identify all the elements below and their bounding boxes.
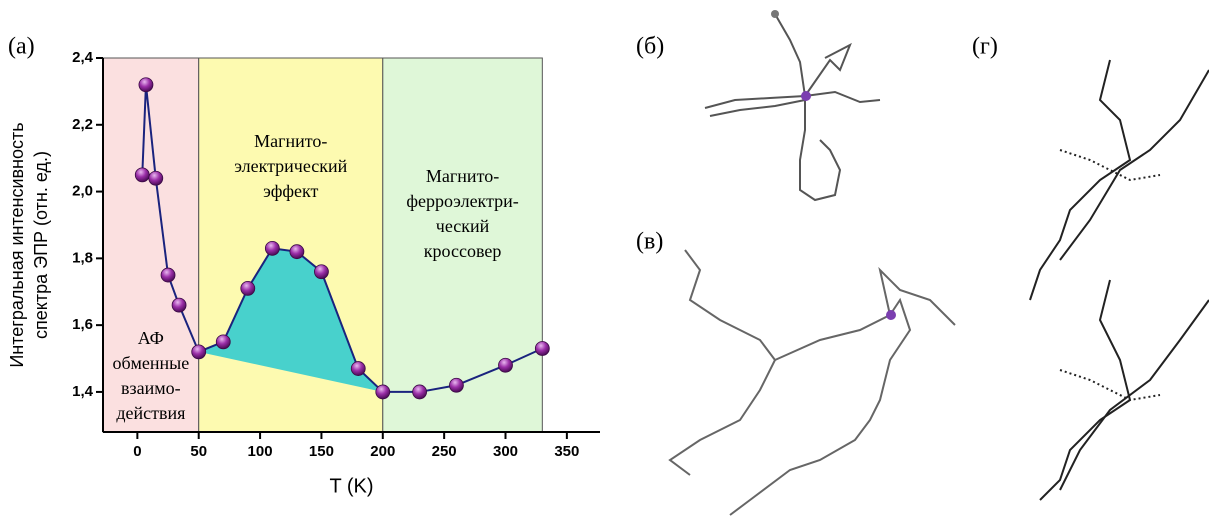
x-tick-label: 50 (190, 443, 207, 460)
panel-label: (а) (8, 34, 35, 60)
data-point (139, 78, 153, 92)
y-tick-label: 1,8 (72, 249, 93, 266)
data-point (192, 345, 206, 359)
data-point (376, 385, 390, 399)
region-label: Магнито- (254, 131, 327, 151)
data-point (351, 362, 365, 376)
x-tick-label: 300 (493, 443, 518, 460)
region (103, 58, 199, 432)
molecule-g (1030, 60, 1209, 500)
data-point (216, 335, 230, 349)
data-point (499, 358, 513, 372)
region-label: взаимо- (121, 378, 181, 398)
panel-label: (в) (636, 229, 663, 255)
x-tick-label: 250 (432, 443, 457, 460)
y-tick-label: 1,6 (72, 316, 93, 333)
data-point (172, 298, 186, 312)
region-label: электрический (234, 156, 347, 176)
data-point (149, 171, 163, 185)
region-label: действия (116, 403, 185, 423)
molecule-b (705, 10, 880, 200)
data-point (413, 385, 427, 399)
x-tick-label: 350 (554, 443, 579, 460)
data-point (135, 168, 149, 182)
x-tick-label: 0 (133, 443, 141, 460)
data-point (290, 245, 304, 259)
data-point (265, 241, 279, 255)
region-label: кроссовер (424, 241, 502, 261)
data-point (535, 342, 549, 356)
panel-label: (б) (636, 34, 664, 60)
x-tick-label: 200 (370, 443, 395, 460)
x-tick-label: 100 (248, 443, 273, 460)
figure: АФ обменные взаимо-действия Магнито-электри… (0, 0, 1209, 524)
y-tick-label: 1,4 (72, 383, 94, 400)
molecule-v (670, 250, 955, 515)
region-label: обменные (112, 353, 189, 373)
x-tick-label: 150 (309, 443, 334, 460)
y-tick-label: 2,2 (72, 116, 93, 133)
data-point (241, 281, 255, 295)
y-tick-label: 2,4 (72, 49, 94, 66)
region-label: АФ (138, 328, 164, 348)
panel-label: (г) (972, 34, 998, 60)
y-tick-label: 2,0 (72, 183, 93, 200)
y-axis-label: Интегральная интенсивность (7, 122, 27, 367)
region-label: ферроэлектри- (406, 191, 518, 211)
data-point (314, 265, 328, 279)
region-label: эффект (263, 181, 318, 201)
data-point (161, 268, 175, 282)
data-point (449, 378, 463, 392)
region-label: ческий (436, 216, 490, 236)
x-axis-label: T (K) (329, 475, 373, 497)
region-label: Магнито- (426, 166, 499, 186)
y-axis-label: спектра ЭПР (отн. ед.) (31, 151, 51, 339)
